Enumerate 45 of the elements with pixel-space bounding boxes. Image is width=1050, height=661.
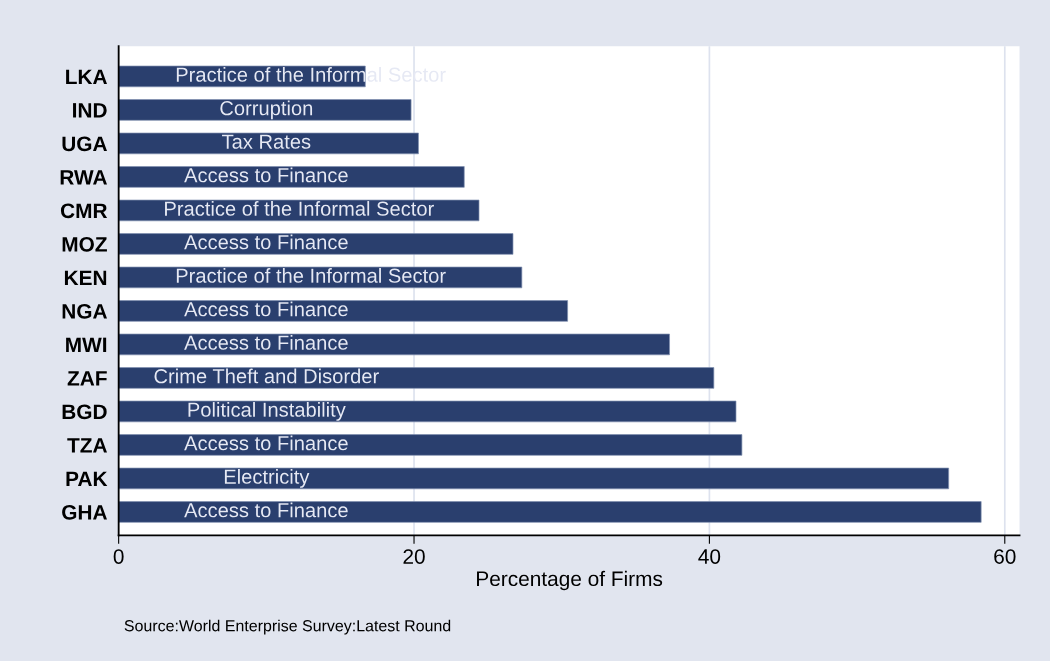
x-tick-label: 20 <box>403 549 425 564</box>
annotation: Access to Finance <box>184 167 348 183</box>
y-tick-label: LKA <box>66 69 107 84</box>
bar <box>118 501 982 523</box>
annotation: Practice of the Informal Sector <box>165 201 434 216</box>
annotation: Access to Finance <box>184 502 348 518</box>
y-tick-label: NGA <box>62 303 107 319</box>
annotation: Access to Finance <box>184 435 348 451</box>
bar <box>118 367 715 389</box>
annotation: Tax Rates <box>222 134 311 149</box>
y-tick-label: MWI <box>66 337 107 352</box>
bar <box>118 333 670 356</box>
x-tick-label: 40 <box>698 549 721 564</box>
y-tick-label: ZAF <box>67 371 107 386</box>
bar <box>118 434 743 456</box>
bar <box>118 400 737 423</box>
y-tick-label: MOZ <box>62 236 107 252</box>
bar <box>118 266 523 289</box>
bar <box>118 233 514 255</box>
y-tick-label: UGA <box>62 136 107 152</box>
annotation: Access to Finance <box>184 234 348 250</box>
y-tick-label: PAK <box>66 471 108 486</box>
bar <box>118 467 950 490</box>
y-tick-label: RWA <box>60 170 107 185</box>
annotation: Electricity <box>224 469 310 488</box>
annotation: Corruption <box>220 100 313 120</box>
annotation: Crime Theft and Disorder <box>154 368 379 384</box>
y-tick-label: GHA <box>62 504 107 520</box>
bar <box>118 166 465 188</box>
y-tick-label: TZA <box>67 438 107 453</box>
y-tick-label: CMR <box>60 203 108 219</box>
bar <box>118 132 419 155</box>
annotation: Access to Finance <box>184 335 348 350</box>
source-note: Source:World Enterprise Survey:Latest Round <box>124 619 451 635</box>
annotation: Practice of the Informal Sector <box>176 268 446 283</box>
bar <box>118 99 412 121</box>
y-tick-label: KEN <box>64 270 107 285</box>
annotation: Political Instability <box>188 402 346 421</box>
y-tick-label: IND <box>73 103 107 118</box>
y-tick-label: BGD <box>62 404 107 420</box>
x-axis-title: Percentage of Firms <box>477 570 663 591</box>
annotation: Access to Finance <box>184 301 348 317</box>
bar <box>118 300 568 322</box>
x-tick-label: 0 <box>113 549 124 564</box>
x-tick-label: 60 <box>994 549 1016 564</box>
